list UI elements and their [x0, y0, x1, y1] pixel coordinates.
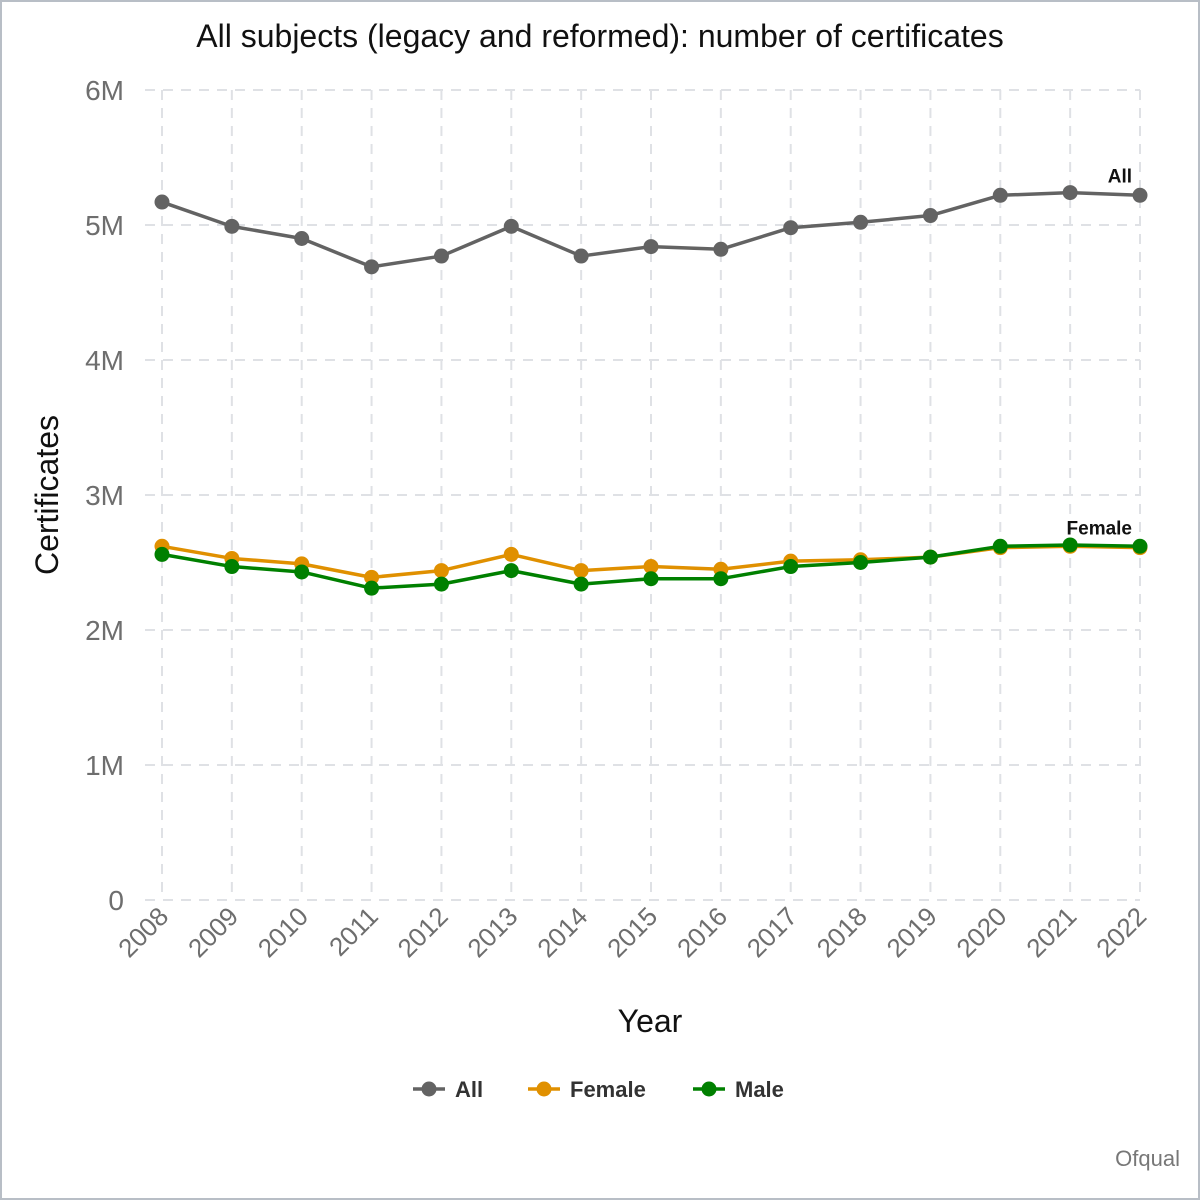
- data-point-male-2018: [853, 555, 869, 570]
- data-point-all-2020: [992, 187, 1008, 203]
- series-male: [154, 537, 1148, 596]
- data-point-all-2012: [433, 248, 449, 264]
- x-tick-label: 2012: [392, 901, 454, 963]
- x-axis-title: Year: [618, 1003, 683, 1039]
- data-point-male-2017: [783, 559, 799, 575]
- y-axis-ticks: 0 1M 2M 3M 4M 5M 6M: [85, 75, 124, 916]
- x-tick-label: 2020: [950, 901, 1012, 963]
- x-tick-label: 2009: [182, 901, 244, 963]
- caption: Ofqual: [1115, 1146, 1180, 1171]
- data-point-all-2010: [294, 231, 310, 246]
- data-point-all-2008: [154, 194, 170, 210]
- x-tick-label: 2021: [1020, 901, 1082, 963]
- y-tick-label: 6M: [85, 75, 124, 106]
- legend-swatch-dot-all: [421, 1081, 437, 1097]
- end-label-all: All: [1108, 166, 1132, 187]
- legend-label-all: All: [455, 1077, 483, 1102]
- data-point-female-2012: [433, 563, 449, 579]
- y-tick-label: 2M: [85, 615, 124, 646]
- data-point-all-2014: [573, 248, 589, 264]
- x-axis-ticks: 2008 2009 2010 2011 2012 2013 2014 2015 2016 2017…: [112, 901, 1152, 963]
- data-point-all-2019: [922, 208, 938, 224]
- data-point-all-2016: [713, 241, 729, 257]
- x-tick-label: 2015: [601, 901, 663, 963]
- data-point-female-2011: [364, 569, 380, 585]
- x-tick-label: 2018: [811, 901, 873, 963]
- data-point-all-2013: [503, 218, 519, 234]
- data-point-all-2009: [224, 218, 240, 234]
- x-tick-label: 2014: [531, 901, 593, 963]
- data-point-male-2019: [922, 549, 938, 565]
- y-tick-label: 5M: [85, 210, 124, 241]
- series-lines: [154, 185, 1148, 596]
- series-all: [154, 185, 1148, 275]
- data-point-all-2017: [783, 220, 799, 236]
- data-point-male-2014: [573, 576, 589, 592]
- legend-item-female: Female: [528, 1077, 646, 1102]
- data-point-male-2012: [433, 576, 449, 592]
- x-tick-label: 2011: [323, 901, 384, 962]
- y-tick-label: 4M: [85, 345, 124, 376]
- data-point-male-2020: [992, 538, 1008, 554]
- data-point-male-2022: [1132, 538, 1148, 554]
- legend: All Female Male: [413, 1077, 784, 1102]
- data-point-male-2021: [1062, 537, 1078, 553]
- data-point-female-2015: [643, 559, 659, 575]
- data-point-all-2015: [643, 239, 659, 255]
- legend-label-male: Male: [735, 1077, 784, 1102]
- y-tick-label: 3M: [85, 480, 124, 511]
- grid: [145, 89, 1141, 901]
- data-point-all-2018: [853, 214, 869, 230]
- legend-swatch-dot-male: [701, 1081, 717, 1097]
- x-tick-label: 2010: [252, 901, 314, 963]
- data-point-male-2010: [294, 564, 310, 580]
- x-tick-label: 2019: [881, 901, 943, 963]
- y-axis-title: Certificates: [29, 415, 65, 575]
- data-point-male-2009: [224, 559, 240, 575]
- data-point-male-2016: [713, 571, 729, 587]
- legend-item-all: All: [413, 1077, 483, 1102]
- legend-item-male: Male: [693, 1077, 784, 1102]
- data-point-all-2011: [364, 259, 380, 275]
- data-point-all-2021: [1062, 185, 1078, 201]
- data-point-all-2022: [1132, 187, 1148, 203]
- data-point-male-2008: [154, 546, 170, 562]
- data-point-female-2013: [503, 546, 519, 562]
- data-point-male-2013: [503, 563, 519, 579]
- data-point-male-2015: [643, 571, 659, 587]
- y-tick-label: 0: [108, 885, 124, 916]
- x-tick-label: 2022: [1090, 901, 1152, 963]
- x-tick-label: 2013: [461, 901, 523, 963]
- legend-label-female: Female: [570, 1077, 646, 1102]
- x-tick-label: 2016: [671, 901, 733, 963]
- end-labels: All Female: [1067, 166, 1132, 539]
- x-tick-label: 2017: [741, 901, 803, 963]
- data-point-female-2014: [573, 563, 589, 579]
- y-tick-label: 1M: [85, 750, 124, 781]
- legend-swatch-dot-female: [536, 1081, 552, 1097]
- chart-title: All subjects (legacy and reformed): numb…: [196, 18, 1003, 54]
- data-point-male-2011: [364, 580, 380, 596]
- end-label-female: Female: [1067, 519, 1132, 540]
